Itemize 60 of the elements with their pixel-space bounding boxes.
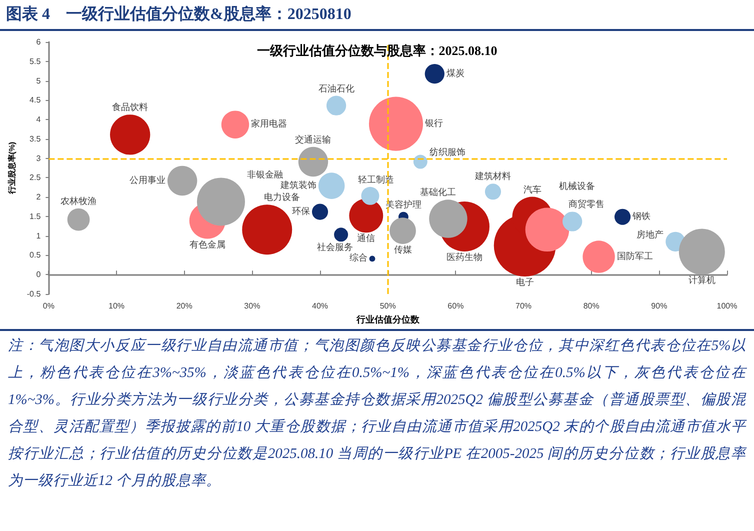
series-label: 农林牧渔 [60,196,97,207]
series-label: 钢铁 [632,210,651,222]
x-tick-label: 10% [108,302,125,310]
y-tick-label: 6 [36,38,42,46]
series-label: 商贸零售 [568,199,604,210]
series-label: 轻工制造 [358,174,394,186]
series-label: 有色金属 [189,239,226,250]
series-label: 传媒 [394,244,412,256]
x-tick-label: 100% [716,302,738,310]
series-label: 计算机 [688,275,716,286]
y-tick-label: 1.5 [30,212,42,221]
series-label: 国防军工 [616,250,653,262]
chart-subtitle: 一级行业估值分位数与股息率：2025.08.10 [256,43,498,58]
x-tick-label: 20% [176,302,192,310]
x-tick-label: 30% [244,302,260,310]
series-label: 房地产 [636,230,664,241]
series-label: 非银金融 [246,170,283,181]
series-label: 公用事业 [129,174,166,186]
series-label: 石油石化 [318,83,354,94]
x-tick-label: 40% [312,302,328,310]
x-tick-label: 90% [651,302,668,310]
series-label: 机械设备 [559,181,596,192]
series-label: 食品饮料 [112,102,148,114]
x-tick-label: 80% [583,302,600,310]
y-tick-label: 4.5 [30,96,42,105]
series-label: 综合 [349,252,368,264]
series-label: 通信 [357,233,376,244]
x-axis-title: 行业估值分位数 [355,314,420,324]
x-tick-label: 70% [516,302,532,310]
series-label: 汽车 [523,184,542,196]
series-label: 银行 [424,118,444,129]
y-tick-label: 1 [36,231,42,240]
series-label: 家用电器 [251,118,288,130]
y-tick-label: 3.5 [30,134,42,144]
series-label: 医药生物 [446,252,482,264]
y-tick-label: 2 [36,192,42,202]
y-tick-label: -0.5 [26,290,42,298]
y-tick-label: 3 [36,154,42,163]
chart-title: 图表 4 一级行业估值分位数&股息率：20250810 [0,0,754,31]
series-label: 电子 [516,277,534,288]
series-label: 纺织服饰 [429,146,466,158]
series-label: 社会服务 [317,242,354,254]
y-axis-title: 行业股息率(%) [6,141,16,196]
series-label: 电力设备 [264,192,300,204]
y-tick-label: 4 [36,115,42,124]
y-tick-label: 0.5 [30,250,42,260]
series-label: 交通运输 [295,134,332,146]
series-label: 基础化工 [420,187,456,198]
text: 注：气泡图大小反应一级行业自由流通市值；气泡图颜色反映公募基金行业仓位，其中深红色代表仓位在5%以上，粉色代表仓位在3%~35%，淡蓝色代表仓位在0.5%~1%，深蓝色代表仓位在0.5%以下，灰色代表仓位在1%~3%。行业分类方法为一级行业分类，公募基金持仓数据采用2025Q2 偏股型公募基金（普通股票型、偏股混合型、灵活配置型）季报披露的前10 大重仓股数据；行业自由流通市值采用2025Q2 末的个股自由流通市值水平按行业汇总；行业估值的历史分位数是2025.08.10 当周的一级行业PE 在2005-2025 间的历史分位数；行业股息率为一级行业近12 个月的股息率。 [7,336,748,491]
x-tick-label: 50% [380,302,396,310]
series-label: 建筑装饰 [279,180,316,191]
y-tick-label: 0 [36,270,42,280]
series-label: 环保 [292,206,310,217]
y-tick-label: 2.5 [30,173,42,182]
x-tick-label: 60% [448,302,464,310]
y-tick-label: 5 [36,76,42,86]
series-label: 建筑材料 [474,171,511,182]
x-tick-label: 0% [42,302,54,310]
series-label: 煤炭 [446,68,464,79]
y-tick-label: 5.5 [30,56,42,66]
